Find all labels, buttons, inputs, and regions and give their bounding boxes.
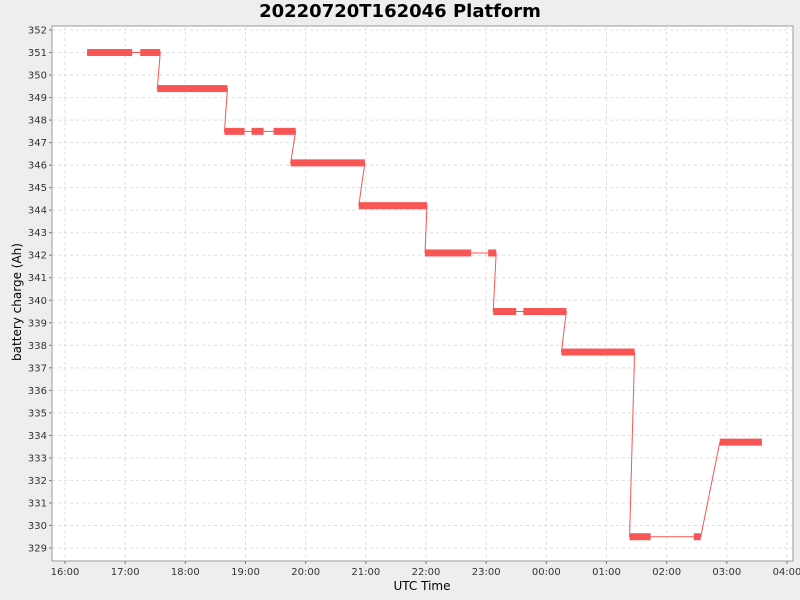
data-segment xyxy=(251,127,264,135)
y-tick-label: 340 xyxy=(28,296,47,307)
y-tick-label: 335 xyxy=(28,408,47,419)
x-tick-label: 22:00 xyxy=(412,567,441,578)
x-tick-label: 01:00 xyxy=(592,567,621,578)
y-tick-label: 352 xyxy=(28,26,47,37)
y-tick-label: 339 xyxy=(28,318,47,329)
x-tick-label: 02:00 xyxy=(652,567,681,578)
chart-title: 20220720T162046 Platform xyxy=(259,1,541,22)
data-segment xyxy=(87,49,133,57)
y-tick-label: 333 xyxy=(28,453,47,464)
data-segment xyxy=(561,348,635,356)
x-tick-label: 20:00 xyxy=(291,567,320,578)
x-tick-label: 21:00 xyxy=(351,567,380,578)
y-tick-label: 345 xyxy=(28,183,47,194)
data-segment xyxy=(358,202,428,210)
y-tick-label: 351 xyxy=(28,48,47,59)
x-tick-labels: 16:00 17:00 18:00 19:00 20:00 21:00 22:00 23:00… xyxy=(51,561,800,578)
series-lines xyxy=(87,52,762,538)
grid-lines xyxy=(52,26,793,561)
series-line xyxy=(87,52,762,538)
data-segment xyxy=(157,85,228,93)
y-tick-label: 343 xyxy=(28,228,47,239)
y-tick-label: 342 xyxy=(28,251,47,262)
data-segment xyxy=(719,438,762,446)
data-segment xyxy=(273,127,296,135)
y-axis-label: battery charge (Ah) xyxy=(10,243,24,361)
series-segments xyxy=(87,49,762,541)
data-segment xyxy=(523,308,567,316)
data-segment xyxy=(488,249,497,257)
y-tick-label: 347 xyxy=(28,138,47,149)
x-tick-label: 19:00 xyxy=(231,567,260,578)
y-tick-label: 350 xyxy=(28,71,47,82)
y-tick-label: 341 xyxy=(28,273,47,284)
data-segment xyxy=(224,127,245,135)
y-tick-label: 344 xyxy=(28,206,47,217)
y-tick-label: 334 xyxy=(28,431,47,442)
y-tick-label: 338 xyxy=(28,341,47,352)
y-tick-label: 337 xyxy=(28,363,47,374)
data-segment xyxy=(493,308,517,316)
y-tick-label: 331 xyxy=(28,498,47,509)
x-tick-label: 23:00 xyxy=(472,567,501,578)
y-tick-label: 349 xyxy=(28,93,47,104)
data-segment xyxy=(424,249,472,257)
x-tick-label: 17:00 xyxy=(111,567,140,578)
y-tick-labels: 329 330 331 332 333 334 335 336 337 338 339 340 341 3… xyxy=(28,26,52,555)
y-tick-label: 330 xyxy=(28,521,47,532)
y-tick-label: 332 xyxy=(28,476,47,487)
x-tick-label: 03:00 xyxy=(712,567,741,578)
x-tick-label: 18:00 xyxy=(171,567,200,578)
data-segment xyxy=(290,159,365,167)
x-tick-label: 04:00 xyxy=(773,567,800,578)
y-tick-label: 336 xyxy=(28,386,47,397)
data-segment xyxy=(140,49,161,57)
data-segment xyxy=(693,533,701,541)
x-tick-label: 00:00 xyxy=(532,567,561,578)
y-tick-label: 329 xyxy=(28,544,47,555)
y-tick-label: 346 xyxy=(28,161,47,172)
y-tick-label: 348 xyxy=(28,116,47,127)
x-tick-label: 16:00 xyxy=(51,567,80,578)
data-segment xyxy=(629,533,651,541)
x-axis-label: UTC Time xyxy=(394,579,451,593)
plot-area xyxy=(51,25,794,562)
